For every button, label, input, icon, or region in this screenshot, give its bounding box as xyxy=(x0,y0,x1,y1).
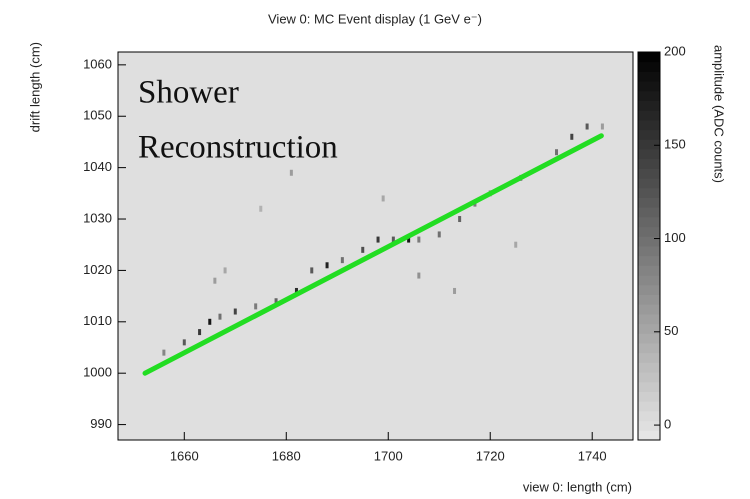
hit xyxy=(208,318,212,325)
hit xyxy=(259,205,263,212)
hit xyxy=(381,195,385,202)
y-tick-label: 990 xyxy=(90,416,112,431)
hit xyxy=(198,329,202,336)
colorbar-band xyxy=(638,410,660,422)
colorbar-band xyxy=(638,119,660,131)
colorbar-band xyxy=(638,168,660,179)
hit xyxy=(514,241,518,248)
colorbar-band xyxy=(638,284,660,295)
colorbar-band xyxy=(638,149,660,160)
hit xyxy=(182,339,186,346)
hit xyxy=(417,272,421,279)
y-tick-label: 1000 xyxy=(83,365,112,380)
x-tick-label: 1680 xyxy=(272,448,301,463)
hit xyxy=(458,216,462,223)
colorbar-band xyxy=(638,265,660,276)
hit xyxy=(254,303,258,310)
z-tick-label: 0 xyxy=(664,417,671,432)
hit xyxy=(289,169,293,176)
colorbar-band xyxy=(638,313,660,325)
x-tick-label: 1700 xyxy=(374,448,403,463)
colorbar-band xyxy=(638,420,660,431)
hit xyxy=(294,287,298,294)
y-tick-label: 1020 xyxy=(83,262,112,277)
colorbar-band xyxy=(638,236,660,247)
y-tick-label: 1030 xyxy=(83,210,112,225)
colorbar-band xyxy=(638,343,660,354)
colorbar-band xyxy=(638,391,660,402)
colorbar-band xyxy=(638,90,660,101)
hit xyxy=(340,257,344,264)
annotation: Shower xyxy=(138,75,239,111)
colorbar-band xyxy=(638,372,660,383)
hit xyxy=(570,133,574,140)
x-tick-label: 1740 xyxy=(578,448,607,463)
colorbar-band xyxy=(638,323,660,334)
x-tick-label: 1720 xyxy=(476,448,505,463)
colorbar-band xyxy=(638,362,660,373)
hit xyxy=(213,277,217,284)
colorbar-band xyxy=(638,216,660,228)
hit xyxy=(325,262,329,269)
colorbar-band xyxy=(638,110,660,121)
hit xyxy=(274,298,278,305)
y-tick-label: 1040 xyxy=(83,159,112,174)
chart-title: View 0: MC Event display (1 GeV e⁻) xyxy=(268,11,482,26)
y-tick-label: 1010 xyxy=(83,313,112,328)
colorbar-band xyxy=(638,52,660,63)
z-tick-label: 150 xyxy=(664,137,686,152)
colorbar-band xyxy=(638,226,660,237)
hit xyxy=(555,149,559,156)
colorbar-band xyxy=(638,129,660,140)
hit xyxy=(407,236,411,243)
y-tick-label: 1060 xyxy=(83,56,112,71)
colorbar-band xyxy=(638,275,660,286)
y-tick-label: 1050 xyxy=(83,108,112,123)
z-tick-label: 50 xyxy=(664,323,678,338)
hit xyxy=(453,287,457,294)
colorbar-band xyxy=(638,81,660,92)
plot-area xyxy=(117,51,634,441)
hit xyxy=(585,123,589,130)
colorbar-band xyxy=(638,139,660,150)
colorbar-band xyxy=(638,333,660,344)
x-tick-label: 1660 xyxy=(170,448,199,463)
colorbar-band xyxy=(638,100,660,111)
colorbar-band xyxy=(638,430,660,441)
hit xyxy=(223,267,227,274)
hit xyxy=(310,267,314,274)
z-tick-label: 100 xyxy=(664,230,686,245)
fit-line xyxy=(142,133,604,376)
hit xyxy=(218,313,222,320)
colorbar-band xyxy=(638,246,660,257)
hit xyxy=(376,236,380,243)
colorbar-band xyxy=(638,207,660,218)
hit xyxy=(162,349,166,356)
hit xyxy=(600,123,604,130)
hit xyxy=(417,236,421,243)
colorbar-band xyxy=(638,178,660,189)
colorbar-band xyxy=(638,352,660,363)
y-axis-label: drift length (cm) xyxy=(27,42,42,132)
colorbar-band xyxy=(638,381,660,392)
hit xyxy=(233,308,237,315)
colorbar-band xyxy=(638,294,660,305)
colorbar-band xyxy=(638,158,660,169)
colorbar-band xyxy=(638,71,660,82)
colorbar-band xyxy=(638,197,660,208)
colorbar-band xyxy=(638,255,660,266)
z-axis-label: amplitude (ADC counts) xyxy=(712,45,727,183)
x-axis-label: view 0: length (cm) xyxy=(523,479,632,494)
colorbar-band xyxy=(638,187,660,198)
colorbar-frame xyxy=(637,51,661,441)
colorbar-band xyxy=(638,401,660,412)
hit xyxy=(391,236,395,243)
colorbar-band xyxy=(638,61,660,72)
z-tick-label: 200 xyxy=(664,43,686,58)
hit xyxy=(437,231,441,238)
hit xyxy=(361,246,365,253)
colorbar-band xyxy=(638,304,660,315)
annotation: Reconstruction xyxy=(138,130,338,166)
